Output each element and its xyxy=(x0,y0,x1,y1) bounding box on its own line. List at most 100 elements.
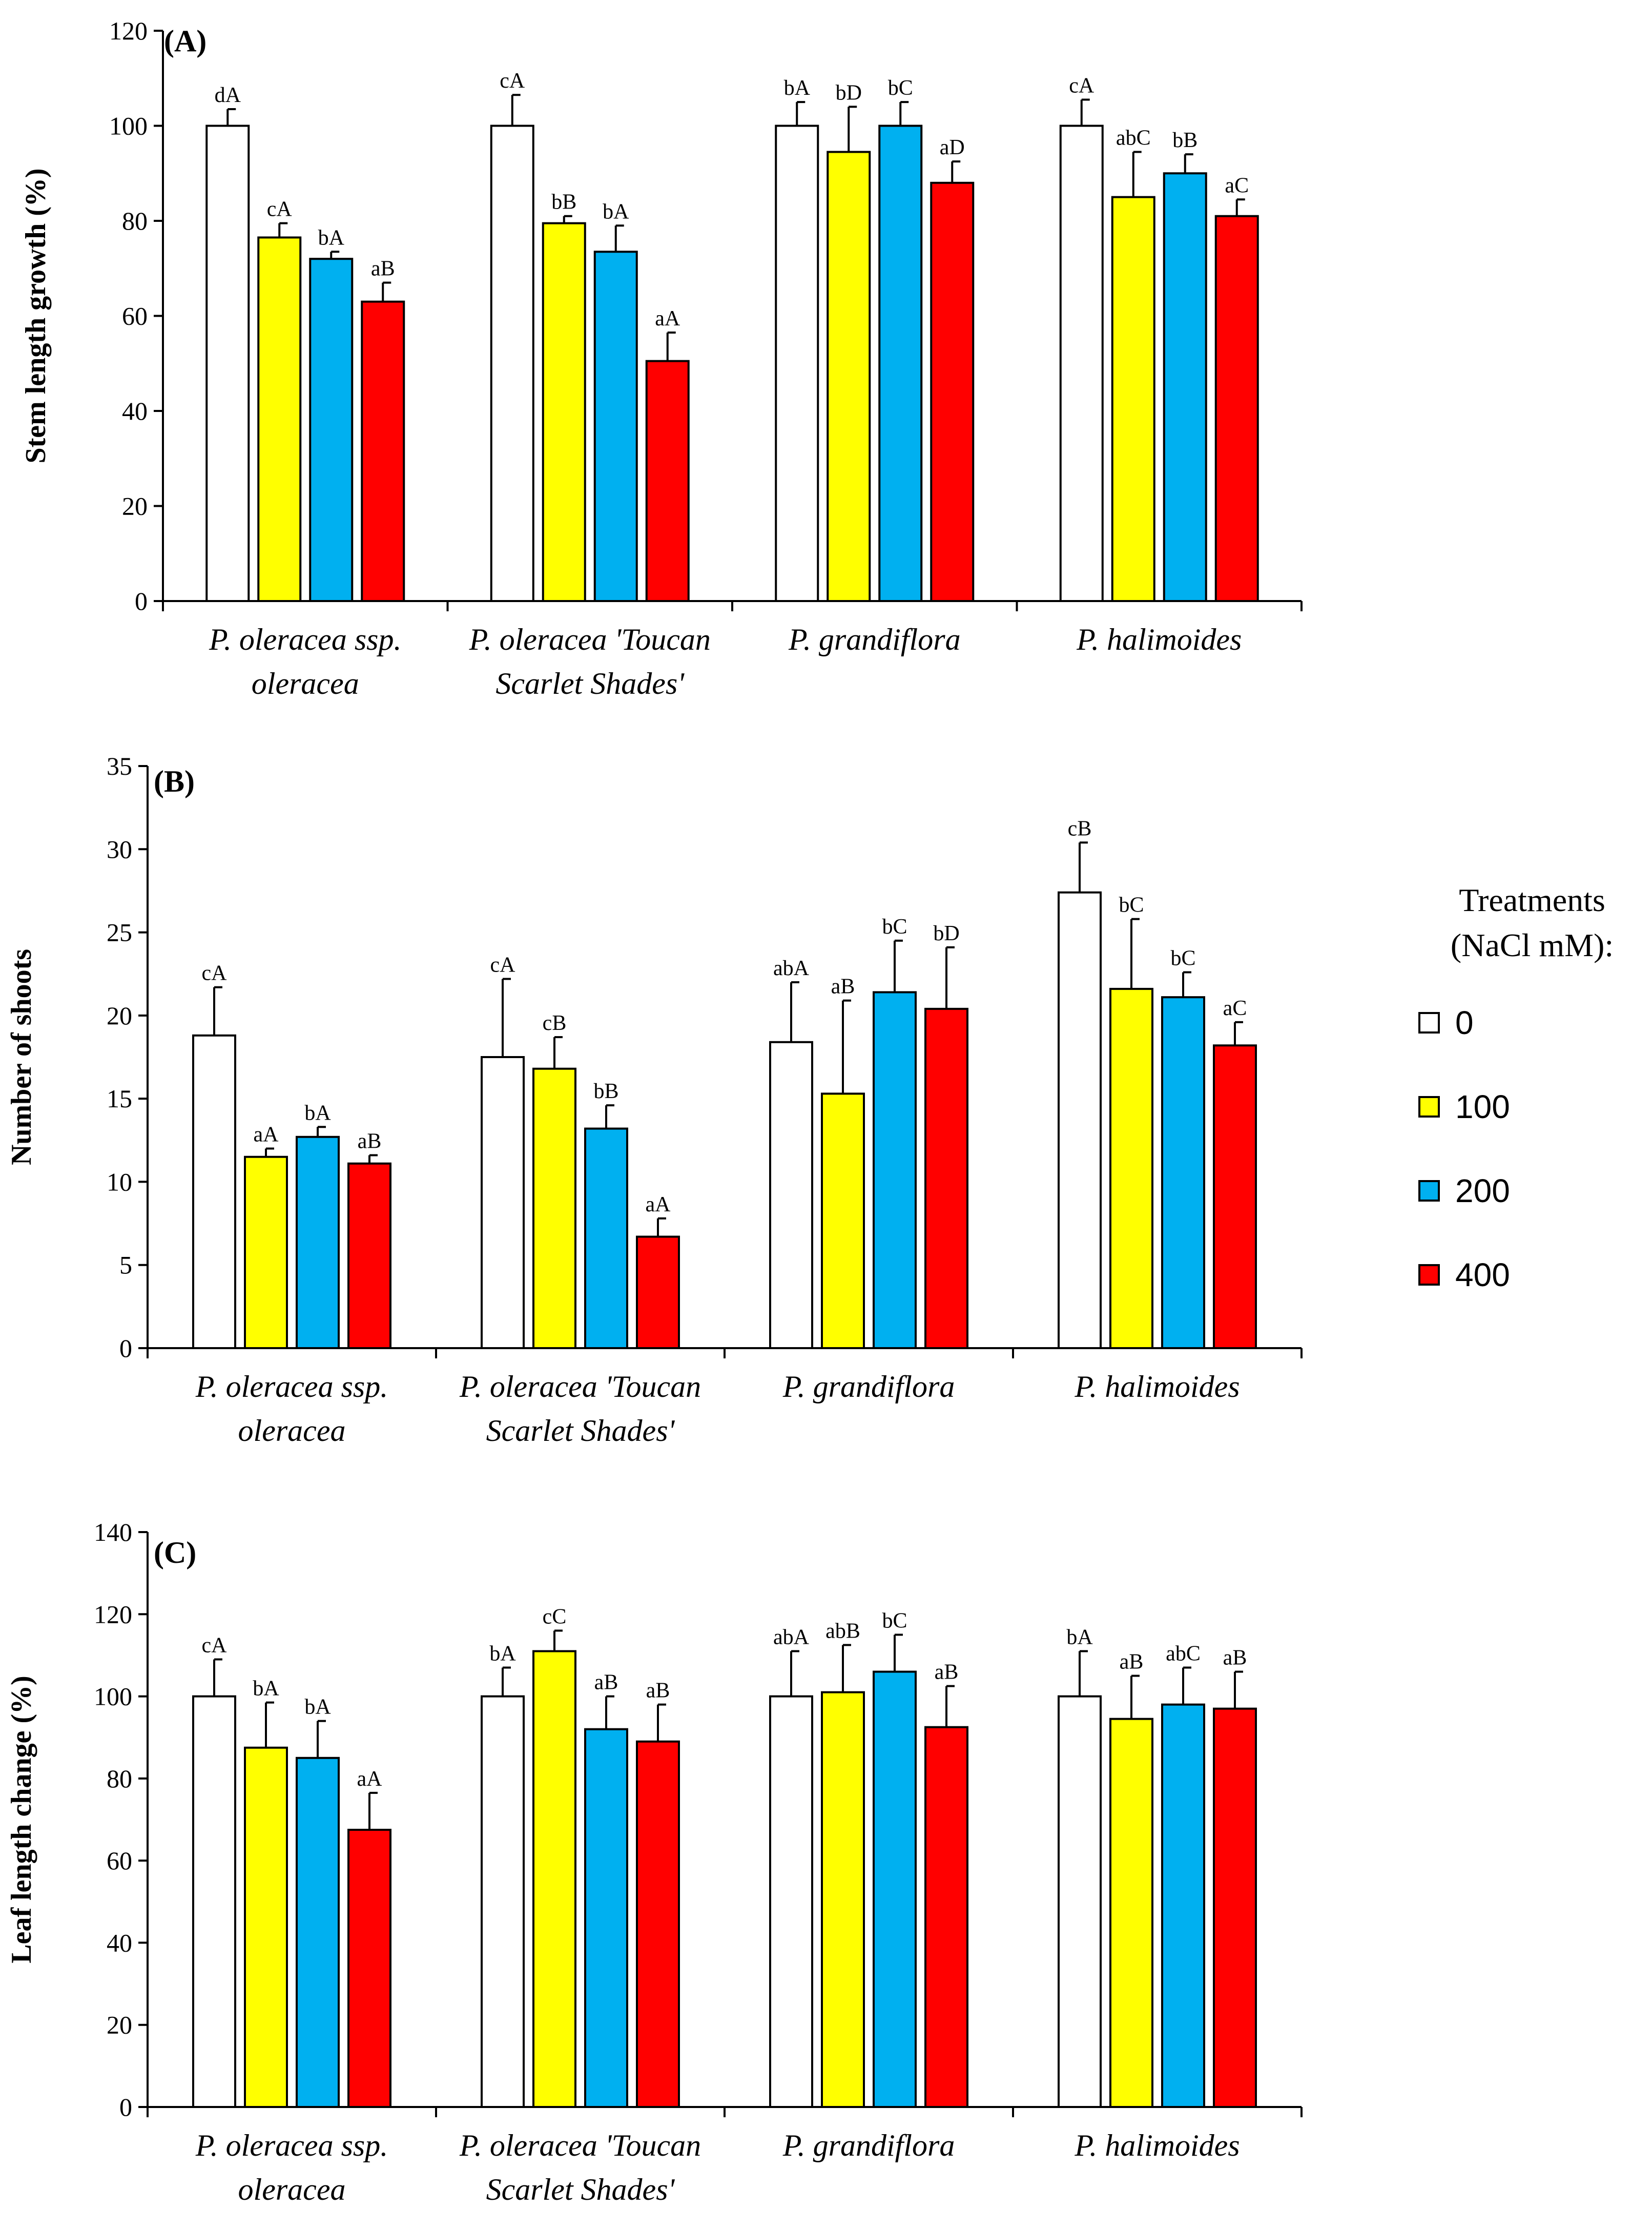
bar xyxy=(775,125,819,602)
bar xyxy=(481,1695,525,2109)
significance-label: bA xyxy=(304,1696,331,1719)
panel-label: (A) xyxy=(164,24,206,58)
significance-label: cC xyxy=(543,1605,567,1628)
legend-swatch-0 xyxy=(1418,1012,1440,1034)
significance-label: bB xyxy=(551,191,576,214)
x-category-label: P. oleracea ssp. xyxy=(195,2129,388,2162)
y-tick-label: 60 xyxy=(122,302,148,330)
significance-label: bA xyxy=(304,1101,331,1125)
x-category-label: Scarlet Shades' xyxy=(486,1414,675,1448)
x-category-label: P. oleracea ssp. xyxy=(195,1370,388,1403)
significance-label: cA xyxy=(202,1634,228,1657)
chart-panel-2: 0 5 10 15 20 25 30 35 Number of shoots (B) P. oler… xyxy=(6,752,1303,1448)
bar xyxy=(1058,891,1102,1350)
significance-label: aC xyxy=(1225,174,1249,197)
significance-label: abA xyxy=(773,1625,810,1649)
bar xyxy=(1213,1707,1257,2108)
significance-label: aB xyxy=(831,975,855,999)
y-tick-label: 100 xyxy=(109,112,148,140)
significance-label: aA xyxy=(254,1123,279,1147)
significance-label: bC xyxy=(1119,894,1144,917)
bar xyxy=(257,236,302,602)
x-category-label: oleracea xyxy=(238,1414,346,1448)
bar xyxy=(309,258,354,602)
bar xyxy=(1214,215,1259,603)
legend-title-line1: Treatments xyxy=(1459,882,1605,918)
bar xyxy=(1161,1703,1205,2109)
panel-label: (B) xyxy=(154,765,195,798)
bar xyxy=(878,125,923,602)
legend-title-line2: (NaCl mM): xyxy=(1451,927,1614,963)
bar xyxy=(584,1728,628,2109)
bar xyxy=(1213,1044,1257,1349)
y-tick-label: 100 xyxy=(94,1682,132,1711)
significance-label: bA xyxy=(253,1677,279,1701)
y-tick-label: 20 xyxy=(107,2011,132,2039)
significance-label: aA xyxy=(646,1193,671,1216)
y-tick-label: 40 xyxy=(122,397,148,425)
panel-label: (C) xyxy=(154,1536,196,1569)
y-tick-label: 15 xyxy=(107,1084,132,1113)
significance-label: cA xyxy=(202,962,228,985)
chart-panel-1: 0 20 40 60 80 100 120 Stem length growth (%) (A)… xyxy=(20,16,1303,700)
y-axis-label: Leaf length change (%) xyxy=(6,1676,37,1964)
bar xyxy=(924,1007,968,1349)
x-category-label: P. halimoides xyxy=(1076,623,1242,656)
significance-label: dA xyxy=(215,84,241,107)
bar xyxy=(769,1695,813,2109)
bar xyxy=(821,1691,865,2108)
significance-label: bB xyxy=(1172,129,1197,152)
y-tick-label: 140 xyxy=(94,1518,132,1546)
significance-label: cA xyxy=(1069,74,1095,97)
bar xyxy=(769,1041,813,1349)
significance-label: aA xyxy=(357,1767,383,1791)
legend-label-200: 200 xyxy=(1455,1172,1510,1209)
bar xyxy=(532,1650,576,2108)
bar xyxy=(490,125,534,602)
significance-label: abA xyxy=(773,957,810,980)
significance-label: aA xyxy=(655,307,680,330)
legend-label-100: 100 xyxy=(1455,1088,1510,1125)
bar xyxy=(924,1726,968,2108)
x-category-label: P. oleracea ssp. xyxy=(209,623,402,656)
y-tick-label: 0 xyxy=(119,2093,132,2121)
x-category-label: P. halimoides xyxy=(1074,2129,1240,2162)
significance-label: bA xyxy=(784,76,811,100)
bar xyxy=(636,1235,680,1349)
legend-label-0: 0 xyxy=(1455,1004,1474,1041)
bar xyxy=(481,1056,525,1349)
y-axis-label: Stem length growth (%) xyxy=(20,168,52,463)
significance-label: aB xyxy=(935,1661,959,1684)
x-category-label: P. oleracea 'Toucan xyxy=(459,2129,701,2162)
significance-label: abC xyxy=(1166,1642,1201,1665)
x-category-label: P. halimoides xyxy=(1074,1370,1240,1403)
bar xyxy=(584,1127,628,1349)
bar xyxy=(1058,1695,1102,2109)
significance-label: aB xyxy=(358,1129,382,1153)
bar xyxy=(827,151,871,602)
significance-label: abC xyxy=(1116,127,1151,150)
y-tick-label: 20 xyxy=(107,1001,132,1030)
y-axis-label: Number of shoots xyxy=(6,949,37,1165)
x-category-label: P. oleracea 'Toucan xyxy=(469,623,711,656)
bar xyxy=(1163,172,1207,602)
significance-label: aB xyxy=(594,1671,618,1695)
y-tick-label: 80 xyxy=(122,206,148,235)
significance-label: bA xyxy=(1066,1625,1093,1649)
significance-label: cA xyxy=(490,953,516,977)
y-tick-label: 20 xyxy=(122,492,148,521)
significance-label: aB xyxy=(646,1679,670,1703)
significance-label: aB xyxy=(1120,1650,1144,1674)
bar xyxy=(873,991,917,1349)
y-tick-label: 30 xyxy=(107,835,132,863)
x-category-label: Scarlet Shades' xyxy=(486,2173,675,2206)
bar xyxy=(1109,987,1153,1349)
bar xyxy=(244,1746,288,2108)
legend-swatch-100 xyxy=(1418,1096,1440,1118)
y-tick-label: 120 xyxy=(94,1600,132,1628)
significance-label: bA xyxy=(318,226,345,250)
y-tick-label: 35 xyxy=(107,752,132,780)
significance-label: aC xyxy=(1223,997,1247,1020)
significance-label: aD xyxy=(940,136,965,159)
